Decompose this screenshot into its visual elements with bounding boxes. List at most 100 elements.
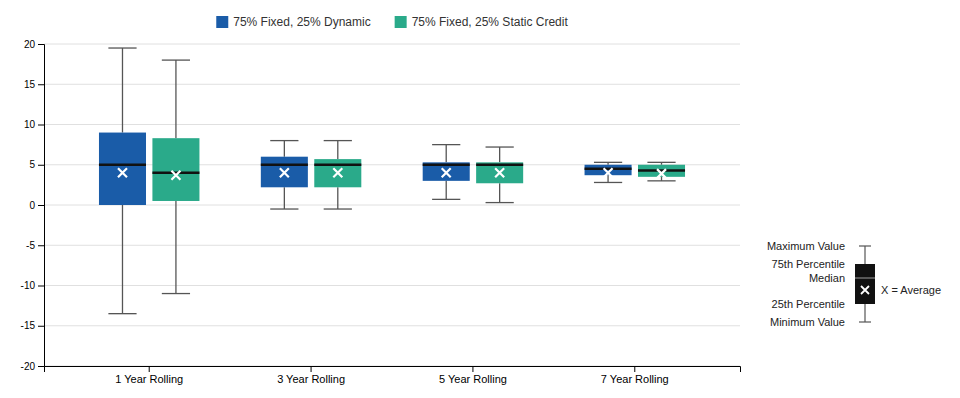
grid-line xyxy=(44,84,740,85)
plot: -20-15-10-5051015201 Year Rolling3 Year … xyxy=(21,39,741,385)
grid xyxy=(44,44,740,366)
x-tick-label: 1 Year Rolling xyxy=(115,373,183,385)
median-line xyxy=(585,168,632,171)
legend-label: 75% Fixed, 25% Static Credit xyxy=(412,15,569,29)
box xyxy=(476,162,523,183)
lower-whisker xyxy=(122,205,123,314)
marks xyxy=(99,48,685,314)
lower-whisker xyxy=(607,175,608,182)
box xyxy=(423,162,470,181)
y-tick-mark xyxy=(38,165,44,166)
y-tick-mark xyxy=(38,326,44,327)
y-tick-mark xyxy=(38,286,44,287)
median-line xyxy=(638,169,685,172)
key-label: 75th Percentile xyxy=(772,258,845,270)
lower-whisker xyxy=(499,183,500,202)
box-key: Maximum Value 75th Percentile Median 25th P… xyxy=(767,240,941,328)
y-tick: 0 xyxy=(29,200,44,211)
key-label: Minimum Value xyxy=(770,316,845,328)
lower-whisker xyxy=(446,181,447,200)
whisker-cap-max xyxy=(108,47,136,48)
grid-line xyxy=(44,164,740,165)
upper-whisker xyxy=(175,60,176,138)
key-label: Median xyxy=(809,272,845,284)
upper-whisker xyxy=(499,147,500,162)
box xyxy=(99,133,146,205)
upper-whisker xyxy=(122,48,123,133)
y-tick-label: -20 xyxy=(21,361,36,372)
grid-line xyxy=(44,325,740,326)
whisker-cap-min xyxy=(270,208,298,209)
y-tick-mark xyxy=(38,245,44,246)
y-tick-label: 20 xyxy=(24,39,36,50)
whisker-cap-min xyxy=(594,182,622,183)
legend-label: 75% Fixed, 25% Dynamic xyxy=(233,15,370,29)
y-tick-mark xyxy=(38,44,44,45)
legend-item: 75% Fixed, 25% Static Credit xyxy=(395,15,569,29)
median-line xyxy=(423,164,470,167)
x-tick-label: 3 Year Rolling xyxy=(277,373,345,385)
y-tick: -5 xyxy=(26,240,44,251)
y-tick-label: -10 xyxy=(21,280,36,291)
y-tick-label: 5 xyxy=(29,159,35,170)
y-tick: 5 xyxy=(29,159,44,170)
whisker-cap-max xyxy=(647,162,675,163)
key-label: X = Average xyxy=(881,284,941,296)
upper-whisker xyxy=(446,145,447,163)
y-axis: -20-15-10-505101520 xyxy=(21,39,45,372)
y-tick: 20 xyxy=(24,39,44,50)
legend-item: 75% Fixed, 25% Dynamic xyxy=(216,15,370,29)
y-tick: 15 xyxy=(24,79,44,90)
box xyxy=(261,157,308,188)
mean-marker xyxy=(604,168,613,177)
y-tick-mark xyxy=(38,84,44,85)
legend: 75% Fixed, 25% Dynamic 75% Fixed, 25% Sta… xyxy=(216,15,568,29)
key-whisker xyxy=(864,246,865,264)
x-tick: 1 Year Rolling xyxy=(115,366,183,385)
x-tick-mark xyxy=(472,366,473,372)
x-tick-mark xyxy=(311,366,312,372)
key-label: Maximum Value xyxy=(767,240,845,252)
median-line xyxy=(314,164,361,167)
y-tick-mark xyxy=(38,205,44,206)
y-tick: -10 xyxy=(21,280,44,291)
y-tick-mark xyxy=(38,125,44,126)
mean-marker xyxy=(280,168,289,177)
median-line xyxy=(476,164,523,167)
y-tick-label: -5 xyxy=(26,240,35,251)
x-tick-mark xyxy=(634,366,635,372)
key-mean-marker xyxy=(861,286,869,294)
mean-marker xyxy=(333,168,342,177)
grid-line xyxy=(44,285,740,286)
mean-marker xyxy=(442,168,451,177)
whisker-cap-max xyxy=(162,59,190,60)
x-axis: 1 Year Rolling 3 Year Rolling 5 Year Rolli… xyxy=(45,366,741,385)
grid-line xyxy=(44,245,740,246)
x-tick-label: 7 Year Rolling xyxy=(601,373,669,385)
grid-line xyxy=(44,44,740,45)
whisker-cap-min xyxy=(108,313,136,314)
grid-line xyxy=(44,205,740,206)
grid-line xyxy=(44,124,740,125)
whisker-cap-max xyxy=(324,140,352,141)
y-tick: 10 xyxy=(24,119,44,130)
box xyxy=(314,159,361,187)
box-series xyxy=(152,60,685,293)
y-tick-label: 15 xyxy=(24,79,36,90)
key-box xyxy=(855,264,875,304)
lower-whisker xyxy=(284,187,285,209)
y-tick-label: 10 xyxy=(24,119,36,130)
whisker-cap-max xyxy=(432,144,460,145)
median-line xyxy=(99,164,146,167)
y-tick-label: 0 xyxy=(29,200,35,211)
key-label: 25th Percentile xyxy=(772,298,845,310)
key-whisker xyxy=(864,304,865,322)
upper-whisker xyxy=(337,141,338,160)
whisker-cap-max xyxy=(594,162,622,163)
whisker-cap-min xyxy=(647,180,675,181)
lower-whisker xyxy=(175,201,176,294)
lower-whisker xyxy=(337,187,338,209)
whisker-cap-min xyxy=(162,293,190,294)
x-tick-label: 5 Year Rolling xyxy=(439,373,507,385)
median-line xyxy=(261,164,308,167)
